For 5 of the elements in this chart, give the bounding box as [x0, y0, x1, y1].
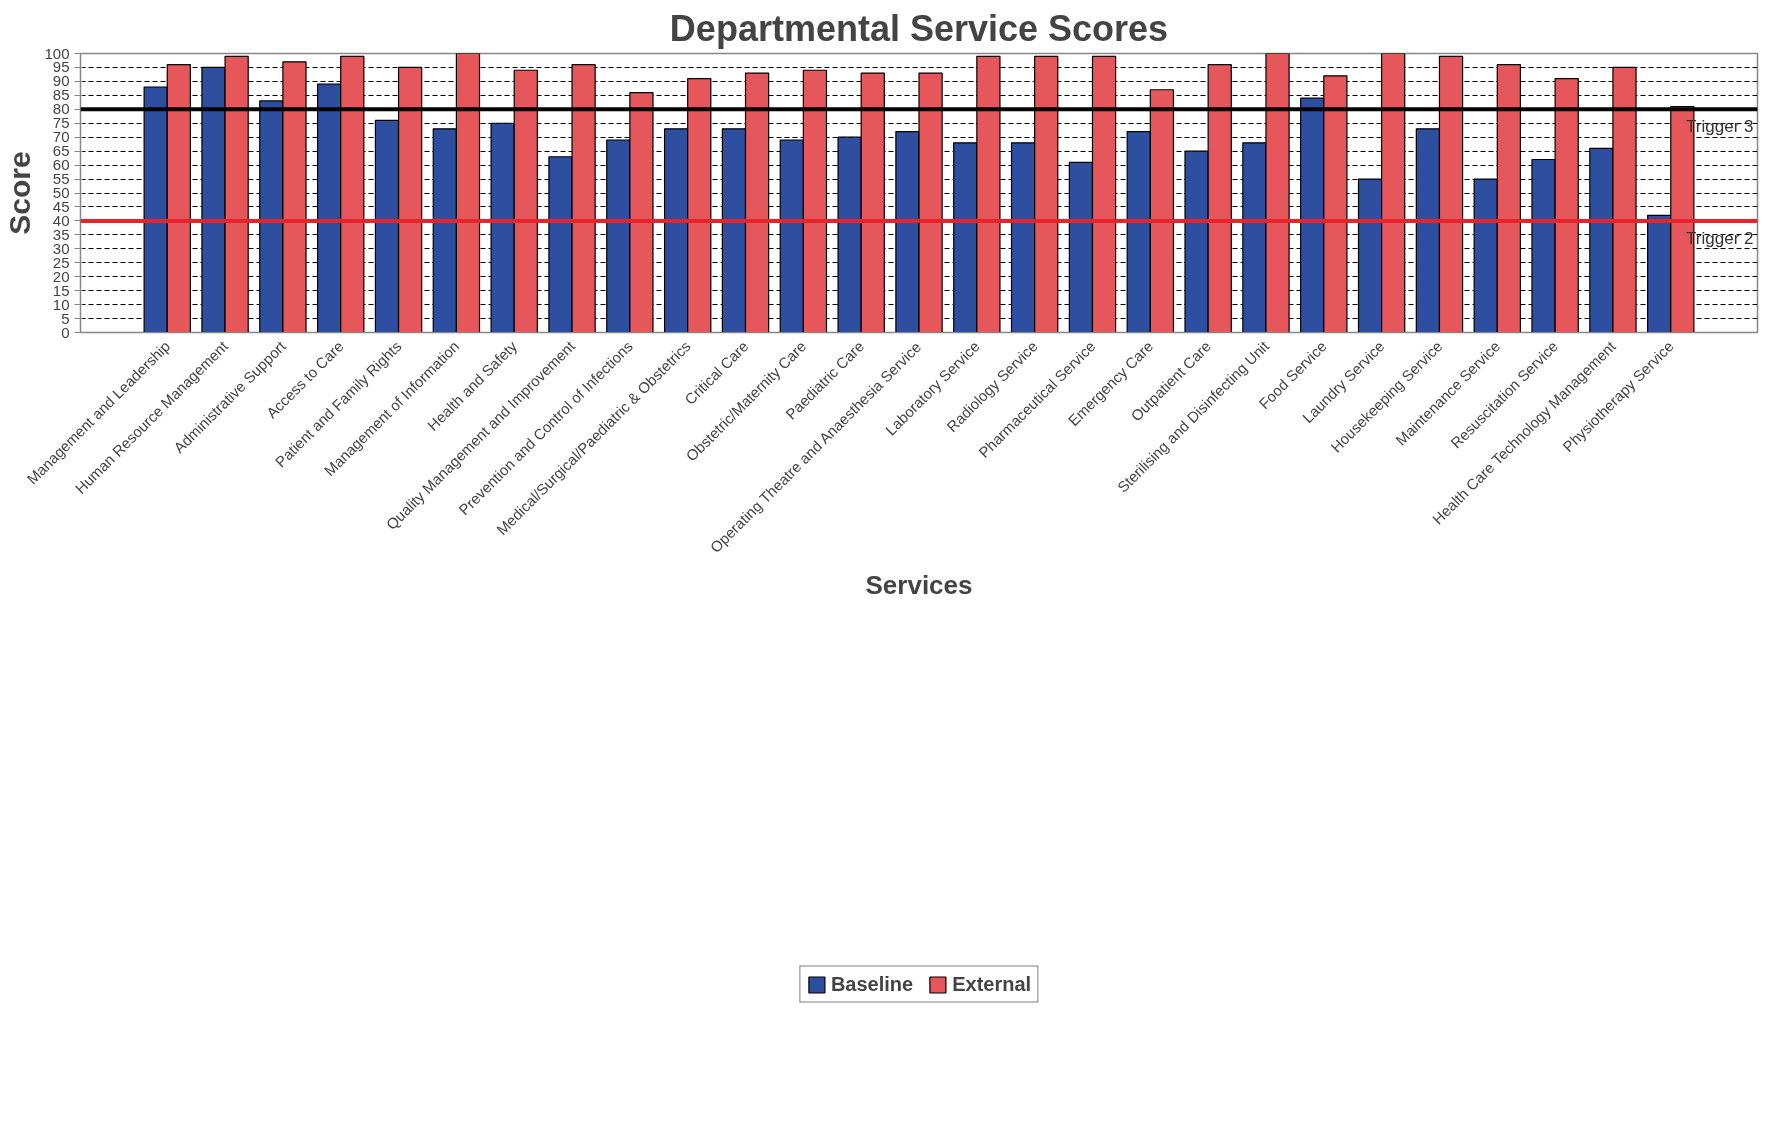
legend-label: External — [952, 972, 1032, 996]
legend-label: Baseline — [830, 972, 914, 996]
chart-title: Departmental Service Scores — [669, 7, 1169, 49]
x-axis-title: Services — [865, 569, 973, 600]
y-axis-title: Score — [3, 151, 37, 235]
